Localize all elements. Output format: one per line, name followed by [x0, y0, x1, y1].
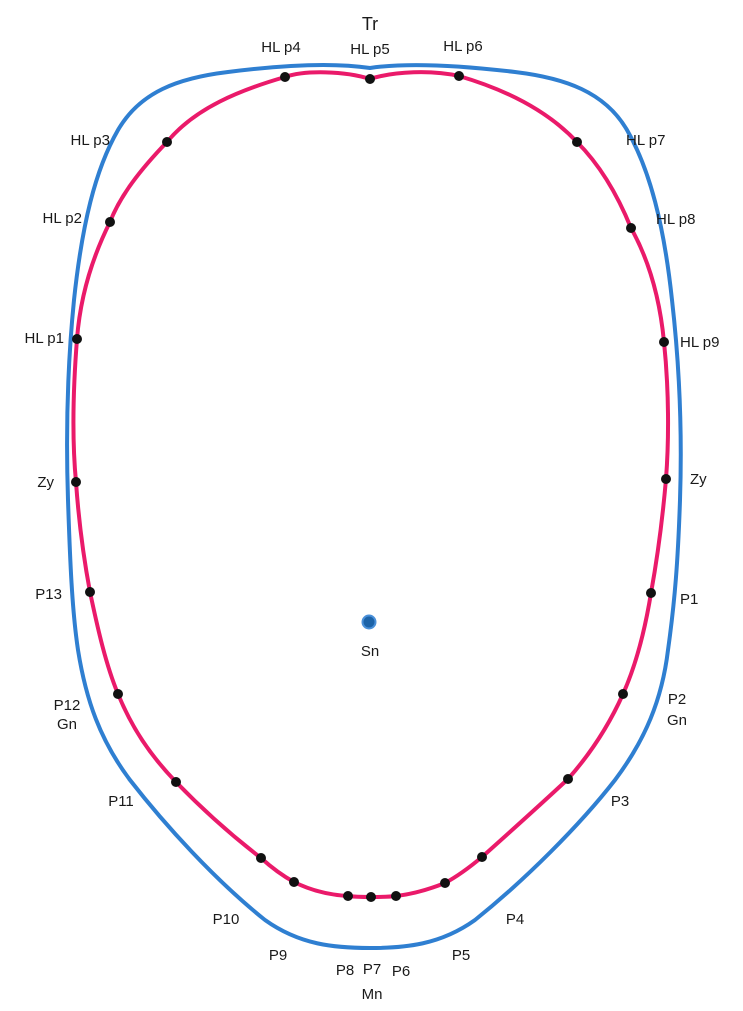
landmark-p4: [477, 852, 487, 862]
landmark-hl-p9: [659, 337, 669, 347]
label-hl-p3: HL p3: [71, 132, 110, 149]
label-hl-p5: HL p5: [350, 41, 389, 58]
label-hl-p1: HL p1: [25, 330, 64, 347]
label-p10: P10: [213, 911, 240, 928]
label-p8: P8: [336, 962, 354, 979]
label-zy-left: Zy: [37, 474, 54, 491]
label-p5: P5: [452, 947, 470, 964]
landmark-p12: [113, 689, 123, 699]
label-p3: P3: [611, 793, 629, 810]
landmark-hl-p4: [280, 72, 290, 82]
label-p13: P13: [35, 586, 62, 603]
landmark-hl-p6: [454, 71, 464, 81]
landmark-sn: [361, 614, 377, 630]
label-hl-p7: HL p7: [626, 132, 665, 149]
label-hl-p8: HL p8: [656, 211, 695, 228]
landmark-p2: [618, 689, 628, 699]
landmark-p13: [85, 587, 95, 597]
label-p9: P9: [269, 947, 287, 964]
landmark-p8: [343, 891, 353, 901]
label-gn-left: Gn: [57, 716, 77, 733]
landmark-zy-left: [71, 477, 81, 487]
landmark-hl-p2: [105, 217, 115, 227]
label-p7: P7: [363, 961, 381, 978]
landmark-hl-p5: [365, 74, 375, 84]
landmark-p5: [440, 878, 450, 888]
label-sn: Sn: [361, 643, 379, 660]
label-hl-p9: HL p9: [680, 334, 719, 351]
landmark-hl-p7: [572, 137, 582, 147]
landmark-p6: [391, 891, 401, 901]
landmark-hl-p8: [626, 223, 636, 233]
landmark-p9: [289, 877, 299, 887]
landmark-p11: [171, 777, 181, 787]
label-mn: Mn: [362, 986, 383, 1003]
label-hl-p2: HL p2: [43, 210, 82, 227]
label-p1: P1: [680, 591, 698, 608]
landmark-p1: [646, 588, 656, 598]
label-hl-p4: HL p4: [261, 39, 300, 56]
label-hl-p6: HL p6: [443, 38, 482, 55]
landmark-hl-p1: [72, 334, 82, 344]
inner-contour: [71, 70, 671, 899]
landmark-p7: [366, 892, 376, 902]
label-p11: P11: [108, 793, 134, 810]
landmark-p3: [563, 774, 573, 784]
label-p12: P12: [54, 697, 81, 714]
label-p4: P4: [506, 911, 524, 928]
label-gn-right: Gn: [667, 712, 687, 729]
label-tr: Tr: [362, 14, 378, 34]
landmark-zy-right: [661, 474, 671, 484]
outer-contour: [65, 63, 683, 950]
landmark-p10: [256, 853, 266, 863]
landmark-hl-p3: [162, 137, 172, 147]
label-p6: P6: [392, 963, 410, 980]
label-zy-right: Zy: [690, 471, 707, 488]
label-p2: P2: [668, 691, 686, 708]
